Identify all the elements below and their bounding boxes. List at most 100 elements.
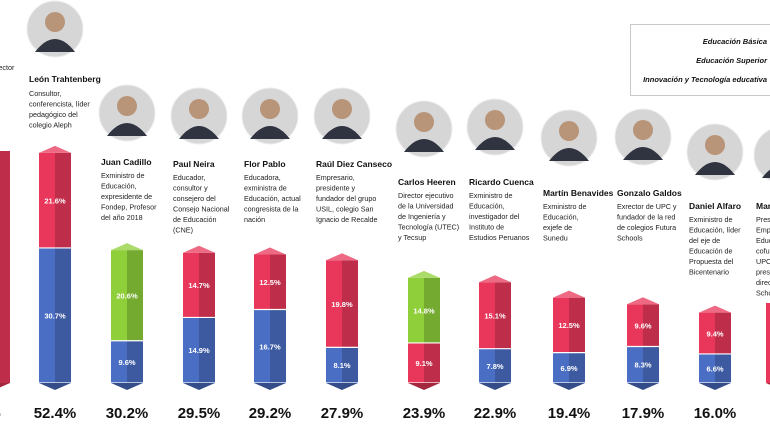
person-description-line: Instituto de [469,223,504,232]
person-description-line: Exministro de [101,171,145,180]
person-description-line: Sunedu [543,234,568,243]
bar-top-cap [553,290,585,298]
person-description-line: nación [244,215,265,224]
person-description-line: Schoo [756,289,770,298]
person-description-line: cofund [756,247,770,256]
segment-value-label: 14.7% [188,281,210,290]
person-description-line: Presid [756,215,770,224]
bar-segment-shade [127,340,143,383]
bar-bottom-cap [39,383,71,390]
person-description-line: exjefe de [543,223,572,232]
person-description-line: Director ejecutivo [398,191,454,200]
person-column: rectorl% [0,63,15,422]
person-description-line: Educación, [543,213,579,222]
bar-total-label: 30.2% [106,405,149,422]
bar-segment [39,247,55,383]
person-name: Raúl Diez Canseco [316,159,392,169]
person-description-line: USIL, colegio San [316,205,374,214]
person-name: Martín Benavides [543,188,614,198]
person-description-line: del año 2018 [101,213,143,222]
person-description-line: de colegios Futura [617,223,676,232]
bar-segment [111,250,127,341]
segment-value-label: 20.6% [116,291,138,300]
legend-item-innovacion: Innovación y Tecnología educativa [643,75,767,84]
person-description-line: Fondep, Profesor [101,203,157,212]
bar-top-cap [408,270,440,278]
segment-value-label: 12.5% [558,321,580,330]
person-column: Paul Neira Educador, consultor yconsejero … [170,87,230,422]
person-description-line: directo [756,278,770,287]
person-description-line: Exrector de UPC y [617,202,677,211]
bar-segment [699,312,715,354]
portrait-face [117,96,137,116]
person-column: Daniel Alfaro Exministro de Educación, líd… [686,123,744,422]
bar-segment [183,317,199,383]
person-column: Carlos Heeren Director ejecutivo de la Uni… [395,100,459,422]
bar-segment [326,347,342,383]
person-name: Ricardo Cuenca [469,177,534,187]
person-column: León Trahtenberg Consultor, conferencista,… [26,0,101,422]
person-description-line: investigador del [469,212,520,221]
person-description-line: consultor y [173,184,208,193]
bar-bottom-cap [479,383,511,390]
segment-value-label: 8.3% [634,361,651,370]
bar-top-cap [627,297,659,305]
legend: Educación Básica Educación Superior Inno… [630,24,770,96]
bar-segment [254,309,270,383]
bar-segment-shade [495,282,511,349]
person-description-line: Educación de [689,247,733,256]
portrait-face [260,99,280,119]
bar-bottom-cap [627,383,659,390]
bar-top-cap [39,145,71,153]
bar-segment-shade [424,342,440,383]
person-description-line: fundador de la red [617,213,675,222]
segment-value-label: 30.7% [44,311,66,320]
bar-total-label: 17.9% [622,405,665,422]
bar-total-label: 16.0% [694,405,737,422]
bar-segment [699,353,715,383]
portrait-face [189,99,209,119]
bar-segment-shade [342,260,358,348]
person-description-line: Educadora, [244,173,281,182]
bar-total-label: 29.2% [249,405,292,422]
person-column: Raúl Diez Canseco Empresario, presidente y… [313,87,392,422]
person-description-line: rector [0,63,15,72]
person-column: Juan Cadillo Exministro de Educación,expre… [98,84,157,422]
person-description-line: consejero del [173,194,216,203]
portrait-photo [753,129,770,181]
person-description-line: Consultor, [29,89,61,98]
bar-segment [183,252,199,318]
segment-value-label: 19.8% [331,300,353,309]
segment-value-label: 9.4% [706,329,723,338]
bar-segment-shade [199,252,215,318]
person-column: Ricardo Cuenca Exministro de Educación,inv… [466,98,534,422]
bar-segment [627,346,643,383]
portrait-face [414,112,434,132]
bar-bottom-cap [183,383,215,390]
portrait-body [623,147,663,160]
person-description-line: exministra de [244,184,287,193]
person-description-line: conferencista, líder [29,100,90,109]
segment-value-label: 9.6% [118,358,135,367]
bar-segment-shade [270,254,286,310]
bar-segment [408,342,424,383]
person-description-line: Educación, [101,182,137,191]
segment-value-label: 6.9% [560,364,577,373]
person-name: Daniel Alfaro [689,201,741,211]
bar-bottom-cap [111,383,143,390]
bar-bottom-cap [408,383,440,390]
person-name: Paul Neira [173,159,215,169]
portrait-face [332,99,352,119]
person-description-line: de Educación [173,215,217,224]
portrait-face [633,120,653,140]
person-description-line: Estudios Peruanos [469,233,530,242]
bar-segment [326,260,342,348]
legend-item-basica: Educación Básica [702,37,767,46]
person-description-line: Bicentenario [689,268,729,277]
segment-value-label: 14.8% [413,306,435,315]
bar-bottom-cap [699,383,731,390]
person-description-line: de la Universidad [398,202,454,211]
person-description-line: Educación, líder [689,226,741,235]
person-column: Flor Pablo Educadora, exministra deEducaci… [241,87,301,422]
person-description-line: Educación, [469,202,505,211]
